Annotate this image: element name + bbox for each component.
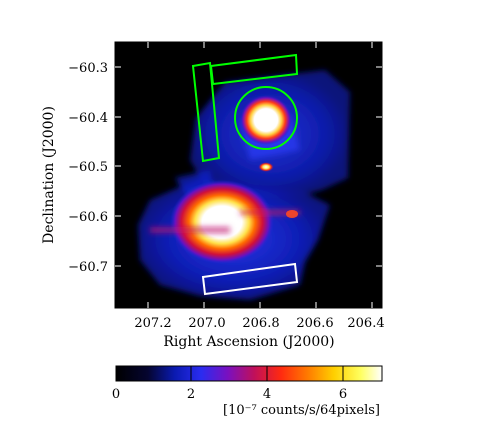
y-tick-label: −60.6 (68, 210, 108, 225)
x-tick-label: 206.6 (296, 316, 333, 331)
x-tick-labels: 207.2 207.0 206.8 206.6 206.4 (134, 316, 384, 331)
y-ticks (115, 66, 382, 267)
colorbar-gradient (115, 365, 383, 382)
y-axis-label: Declination (J2000) (41, 106, 57, 244)
x-ticks (147, 42, 373, 308)
y-tick-labels: −60.3 −60.4 −60.5 −60.6 −60.7 (68, 61, 108, 275)
colorbar-tick-label: 6 (339, 387, 347, 402)
x-tick-label: 207.0 (188, 316, 225, 331)
plot-frame (114, 41, 383, 309)
xray-image (115, 42, 382, 308)
source-circle-region (234, 86, 298, 150)
northern-bright-source (240, 95, 292, 145)
y-tick-label: −60.5 (68, 160, 108, 175)
small-knot-source (258, 162, 274, 172)
colorbar-units: [10⁻⁷ counts/s/64pixels] (223, 403, 380, 418)
colorbar-tick-label: 0 (112, 387, 120, 402)
colorbar-tick-label: 4 (263, 387, 271, 402)
x-tick-label: 207.2 (134, 316, 171, 331)
x-tick-label: 206.8 (242, 316, 279, 331)
x-tick-label: 206.4 (347, 316, 384, 331)
colorbar: 0 2 4 6 [10⁻⁷ counts/s/64pixels] (112, 365, 383, 418)
southern-bright-source (170, 180, 274, 264)
background-box-horizontal-region (209, 53, 299, 86)
background-box-lower-region (201, 262, 299, 296)
colorbar-tick-label: 2 (187, 387, 195, 402)
y-tick-label: −60.7 (68, 260, 108, 275)
background-box-vertical-region (191, 61, 221, 163)
y-tick-label: −60.3 (68, 61, 108, 76)
y-tick-label: −60.4 (68, 111, 108, 126)
x-axis-label: Right Ascension (J2000) (163, 334, 334, 350)
regions (191, 53, 299, 296)
